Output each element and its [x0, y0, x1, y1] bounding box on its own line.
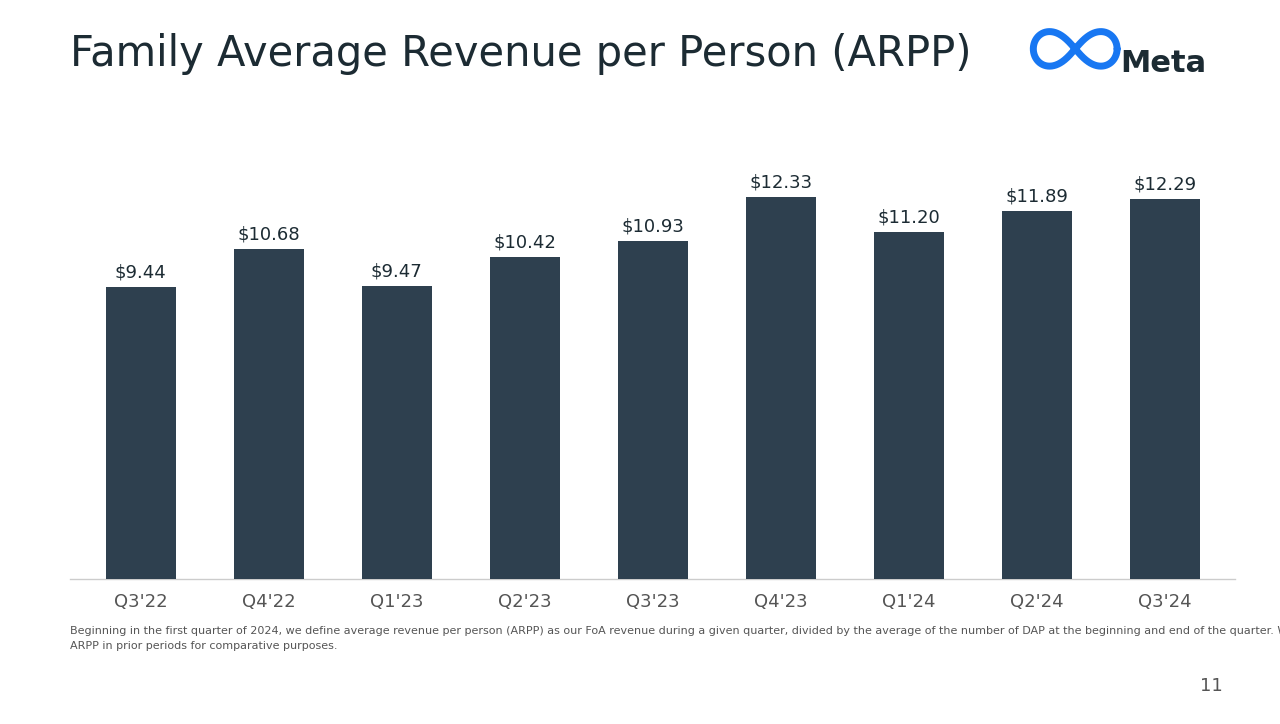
Text: $12.29: $12.29: [1133, 175, 1197, 193]
Text: $11.20: $11.20: [877, 209, 941, 227]
Text: $12.33: $12.33: [749, 174, 813, 192]
Text: 11: 11: [1199, 677, 1222, 695]
Text: $9.44: $9.44: [115, 264, 166, 282]
Text: $10.93: $10.93: [621, 217, 685, 235]
Bar: [745, 198, 817, 579]
Bar: [106, 287, 177, 579]
Text: $9.47: $9.47: [371, 263, 422, 280]
Bar: [1129, 198, 1199, 579]
Text: $10.68: $10.68: [238, 225, 300, 243]
Text: $10.42: $10.42: [493, 233, 557, 251]
Bar: [233, 248, 305, 579]
Bar: [873, 232, 943, 579]
Text: $11.89: $11.89: [1005, 188, 1069, 206]
Bar: [617, 241, 689, 579]
Text: Meta: Meta: [1120, 49, 1206, 77]
Bar: [361, 286, 433, 579]
Text: Family Average Revenue per Person (ARPP): Family Average Revenue per Person (ARPP): [70, 33, 972, 75]
Bar: [489, 256, 561, 579]
Bar: [1001, 211, 1071, 579]
Text: Beginning in the first quarter of 2024, we define average revenue per person (AR: Beginning in the first quarter of 2024, …: [70, 626, 1280, 651]
